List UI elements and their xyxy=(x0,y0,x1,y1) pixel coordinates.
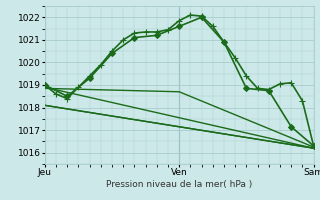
X-axis label: Pression niveau de la mer( hPa ): Pression niveau de la mer( hPa ) xyxy=(106,180,252,189)
